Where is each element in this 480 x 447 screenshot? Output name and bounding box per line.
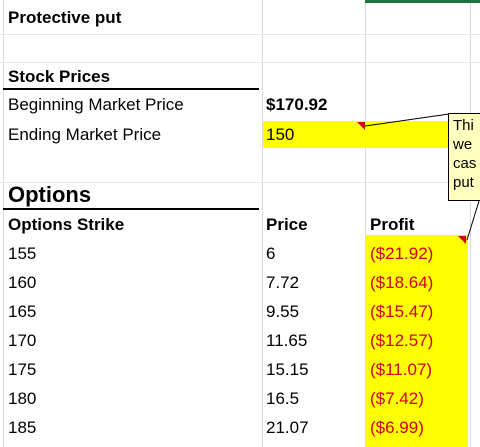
- column-gridline: [365, 0, 366, 447]
- ending-market-price-cell[interactable]: 150: [263, 121, 448, 148]
- price-cell[interactable]: 9.55: [266, 302, 300, 321]
- comment-line: we: [453, 136, 473, 153]
- profit-cell[interactable]: ($12.57): [370, 331, 434, 350]
- ending-market-price-label[interactable]: Ending Market Price: [8, 125, 162, 144]
- row-gridline: [0, 182, 480, 183]
- stock-prices-header[interactable]: Stock Prices: [8, 67, 111, 86]
- profit-cell[interactable]: ($7.42): [370, 389, 424, 408]
- comment-connector-line: [466, 200, 480, 241]
- profit-cell[interactable]: ($6.99): [370, 418, 424, 437]
- strike-cell[interactable]: 180: [8, 389, 37, 408]
- profit-cell[interactable]: ($15.47): [370, 302, 434, 321]
- column-header-profit[interactable]: Profit: [370, 215, 415, 234]
- comment-line: put: [453, 174, 474, 191]
- column-header-strike[interactable]: Options Strike: [8, 215, 125, 234]
- price-cell[interactable]: 16.5: [266, 389, 300, 408]
- sheet-title[interactable]: Protective put: [8, 8, 122, 27]
- column-gridline: [3, 0, 4, 447]
- price-cell[interactable]: 21.07: [266, 418, 309, 437]
- price-cell[interactable]: 11.65: [266, 331, 308, 350]
- strike-cell[interactable]: 155: [8, 244, 37, 263]
- price-cell[interactable]: 7.72: [266, 273, 300, 292]
- cell-comment-box[interactable]: Thi we cas put: [448, 113, 480, 201]
- comment-line: Thi: [453, 117, 474, 134]
- comment-line: cas: [453, 155, 477, 172]
- price-cell[interactable]: 6: [266, 244, 276, 263]
- column-gridline: [470, 0, 471, 447]
- column-header-price[interactable]: Price: [266, 215, 308, 234]
- selected-column-indicator: [365, 0, 480, 3]
- profit-column-highlight: [365, 235, 468, 447]
- ending-market-price-value: 150: [266, 125, 295, 144]
- header-underline: [3, 208, 259, 210]
- profit-cell[interactable]: ($18.64): [370, 273, 434, 292]
- strike-cell[interactable]: 175: [8, 360, 37, 379]
- profit-cell[interactable]: ($11.07): [370, 360, 433, 379]
- strike-cell[interactable]: 170: [8, 331, 37, 350]
- row-gridline: [0, 62, 480, 63]
- column-gridline: [262, 0, 263, 447]
- price-cell[interactable]: 15.15: [266, 360, 309, 379]
- strike-cell[interactable]: 185: [8, 418, 37, 437]
- comment-connector-line: [365, 113, 450, 127]
- header-underline: [3, 88, 259, 90]
- comment-indicator-icon[interactable]: [357, 122, 365, 130]
- comment-indicator-icon[interactable]: [458, 236, 466, 244]
- row-gridline: [0, 34, 480, 35]
- strike-cell[interactable]: 165: [8, 302, 37, 321]
- strike-cell[interactable]: 160: [8, 273, 37, 292]
- beginning-market-price-label[interactable]: Beginning Market Price: [8, 95, 184, 114]
- options-header[interactable]: Options: [8, 182, 92, 207]
- profit-cell[interactable]: ($21.92): [370, 244, 434, 263]
- beginning-market-price-value[interactable]: $170.92: [266, 95, 328, 114]
